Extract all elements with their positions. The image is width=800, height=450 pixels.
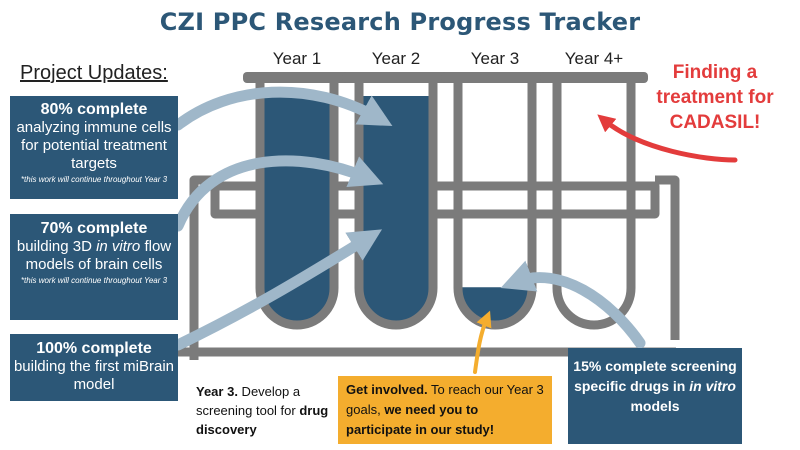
update-headline: 100% complete (36, 340, 152, 357)
get-involved-bold-end: we need you to participate in our study! (346, 402, 495, 437)
update-box-mibrain: 100% complete building the first miBrain… (10, 334, 178, 401)
tube-rim-4 (540, 72, 648, 83)
arrow-immune-cells (172, 86, 393, 131)
description-part: flow models of brain cells (25, 238, 172, 273)
year3-bold-end: drug discovery (196, 403, 329, 437)
year-label-2: Year 2 (371, 49, 421, 68)
tube-year-4 (552, 78, 636, 330)
description-part: building 3D (16, 238, 97, 255)
update-description: building 3D in vitro flow models of brai… (10, 238, 178, 274)
screening-text: 15% complete screening specific drugs in (573, 358, 737, 394)
rack-right-post (655, 175, 680, 340)
tube-liquid-2 (363, 96, 429, 321)
get-involved-body: To reach our Year 3 goals, (346, 382, 544, 417)
tube-year-2 (354, 78, 438, 330)
get-involved-lead: Get involved. (346, 382, 428, 397)
description-italic: in vitro (96, 238, 141, 255)
arrow-flow-models (172, 155, 384, 232)
year3-body: Develop a screening tool for (196, 384, 301, 418)
test-tubes (255, 78, 636, 330)
tube-liquid-1 (264, 96, 330, 321)
arrow-mibrain (172, 229, 383, 351)
tube-year-3 (453, 78, 537, 330)
update-headline: 80% complete (40, 101, 148, 118)
screening-italic: in vitro (689, 378, 736, 394)
arrow-screening (500, 260, 646, 349)
update-note: *this work will continue throughout Year… (20, 276, 168, 285)
tube-rims (243, 72, 648, 83)
screening-update-box: 15% complete screening specific drugs in… (568, 348, 742, 444)
update-box-immune-cells: 80% complete analyzing immune cells for … (10, 96, 178, 199)
screening-text-end: models (630, 398, 680, 414)
year3-lead: Year 3. (196, 384, 238, 399)
get-involved-box: Get involved. To reach our Year 3 goals,… (338, 376, 552, 444)
update-arrows (172, 86, 646, 351)
year-label-1: Year 1 (272, 49, 322, 68)
tube-rim-1 (243, 72, 351, 83)
tube-rim-3 (441, 72, 549, 83)
page-title: CZI PPC Research Progress Tracker (159, 8, 641, 36)
update-box-flow-models: 70% complete building 3D in vitro flow m… (10, 214, 178, 320)
tube-fills (264, 96, 528, 321)
update-description: analyzing immune cells for potential tre… (16, 119, 172, 172)
tube-rim-2 (342, 72, 450, 83)
project-updates-heading: Project Updates: (20, 62, 168, 84)
update-note: *this work will continue throughout Year… (20, 175, 168, 184)
update-headline: 70% complete (40, 220, 148, 237)
year3-goal-text: Year 3. Develop a screening tool for dru… (196, 382, 336, 439)
year-label-4: Year 4+ (564, 49, 624, 68)
arrow-get-involved (473, 310, 492, 374)
year-label-3: Year 3 (470, 49, 520, 68)
finding-treatment-callout: Finding a treatment for CADASIL! (656, 62, 774, 133)
update-description: building the first miBrain model (13, 358, 175, 393)
arrow-finding-treatment (597, 114, 738, 163)
